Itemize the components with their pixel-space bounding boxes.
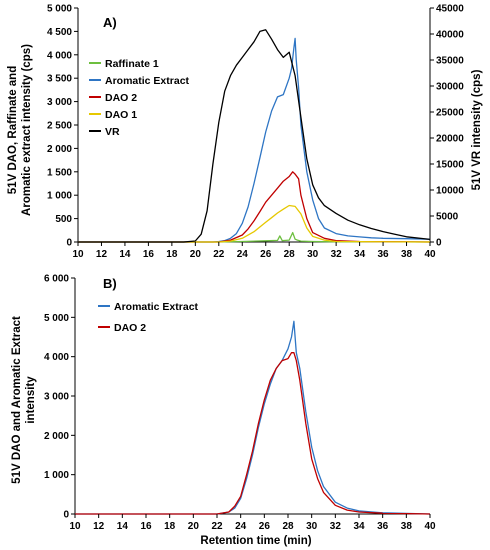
legend-label-vr: VR (105, 126, 120, 138)
series-raffinate-1-line (78, 231, 431, 243)
panel-a-series (78, 29, 431, 243)
x-tick-label: 10 (69, 521, 81, 532)
y-tick-label: 3 000 (44, 392, 69, 403)
x-tick-label: 22 (213, 249, 225, 260)
y2-tick-label: 15000 (436, 160, 464, 171)
x-tick-label: 38 (401, 249, 413, 260)
panel-b-series (75, 320, 431, 515)
x-tick-label: 30 (306, 521, 318, 532)
x-tick-label: 26 (259, 521, 271, 532)
x-tick-label: 40 (424, 249, 436, 260)
x-tick-label: 38 (401, 521, 413, 532)
panel-a-ylabel-line2: Aromatic extract intensity (cps) (21, 44, 33, 216)
y-tick-label: 3 000 (47, 97, 72, 108)
x-tick-label: 14 (119, 249, 131, 260)
x-tick-label: 36 (377, 521, 389, 532)
x-tick-label: 26 (260, 249, 272, 260)
y-tick-label: 4 500 (47, 27, 72, 38)
y2-tick-label: 5000 (436, 212, 459, 223)
x-tick-label: 16 (143, 249, 155, 260)
y2-tick-label: 0 (436, 238, 442, 249)
panel-b-y-ticks: 0 1 000 2 000 3 000 4 000 5 000 6 000 (44, 274, 75, 521)
panel-b-ylabel-line2: intensity (25, 376, 37, 424)
y2-tick-label: 10000 (436, 186, 464, 197)
y-tick-label: 2 500 (47, 121, 72, 132)
y2-tick-label: 45000 (436, 4, 464, 15)
series-dao-1-line (78, 204, 431, 243)
y-tick-label: 2 000 (44, 431, 69, 442)
x-tick-label: 16 (140, 521, 152, 532)
y-tick-label: 5 000 (47, 4, 72, 15)
x-tick-label: 36 (378, 249, 390, 260)
panel-b-label: B) (103, 276, 117, 291)
x-tick-label: 18 (164, 521, 176, 532)
x-tick-label: 20 (188, 521, 200, 532)
y-tick-label: 500 (55, 214, 72, 225)
x-tick-label: 12 (96, 249, 108, 260)
x-tick-label: 32 (330, 521, 342, 532)
panel-b-ylabel-line1: 51V DAO and Aromatic Extract (11, 316, 23, 484)
y-tick-label: 0 (63, 510, 69, 521)
x-tick-label: 18 (166, 249, 178, 260)
y-tick-label: 4 000 (47, 50, 72, 61)
x-tick-label: 22 (211, 521, 223, 532)
legend-label-dao-1: DAO 1 (105, 109, 137, 121)
legend-label-raffinate-1: Raffinate 1 (105, 58, 159, 70)
series-dao-2-line (78, 171, 431, 243)
y-tick-label: 5 000 (44, 313, 69, 324)
y2-tick-label: 25000 (436, 108, 464, 119)
x-tick-label: 34 (354, 249, 366, 260)
panel-b-xlabel: Retention time (min) (200, 535, 311, 547)
panel-b-legend: Aromatic Extract DAO 2 (98, 301, 199, 334)
series-aromatic-extract-line (75, 320, 431, 515)
legend-label-aromatic-extract: Aromatic Extract (114, 301, 199, 313)
x-tick-label: 34 (353, 521, 365, 532)
series-vr-line (78, 29, 431, 243)
y-tick-label: 1 500 (47, 167, 72, 178)
y-tick-label: 3 500 (47, 74, 72, 85)
y-tick-label: 0 (66, 238, 72, 249)
x-tick-label: 40 (424, 521, 436, 532)
panel-b: 10 12 14 16 18 20 22 24 26 28 30 32 34 36 38 40 0 1 000 2… (11, 274, 436, 548)
y-tick-label: 4 000 (44, 352, 69, 363)
y2-tick-label: 35000 (436, 56, 464, 67)
x-tick-label: 10 (72, 249, 84, 260)
y-tick-label: 2 000 (47, 144, 72, 155)
x-tick-label: 20 (190, 249, 202, 260)
legend-label-aromatic-extract: Aromatic Extract (105, 75, 190, 87)
x-tick-label: 30 (307, 249, 319, 260)
y2-tick-label: 20000 (436, 134, 464, 145)
x-tick-label: 24 (237, 249, 249, 260)
panel-a-y2label: 51V VR intensity (cps) (471, 69, 483, 190)
series-dao-2-line (75, 352, 431, 515)
y2-tick-label: 30000 (436, 82, 464, 93)
x-tick-label: 28 (282, 521, 294, 532)
legend-label-dao-2: DAO 2 (105, 92, 137, 104)
series-aromatic-extract-line (78, 37, 431, 243)
x-tick-label: 28 (284, 249, 296, 260)
y-tick-label: 6 000 (44, 274, 69, 285)
x-tick-label: 14 (117, 521, 129, 532)
panel-a-y2-ticks: 0 5000 10000 15000 20000 25000 30000 35000 40000… (430, 4, 464, 249)
x-tick-label: 32 (331, 249, 343, 260)
panel-a-ylabel-line1: 51V DAO, Raffinate and (7, 66, 19, 194)
panel-b-x-ticks: 10 12 14 16 18 20 22 24 26 28 30 32 34 36 38 40 (69, 514, 436, 532)
panel-a-y-ticks: 0 500 1 000 1 500 2 000 2 500 3 000 3 500 4 000 4… (47, 4, 78, 249)
panel-a-plot-area (77, 8, 431, 243)
panel-a-label: A) (103, 15, 117, 30)
y-tick-label: 1 000 (44, 470, 69, 481)
x-tick-label: 12 (93, 521, 105, 532)
panel-b-plot-area (74, 278, 430, 515)
y2-tick-label: 40000 (436, 30, 464, 41)
panel-a-x-ticks: 10 12 14 16 18 20 22 24 26 28 30 32 34 36 38 40 (72, 242, 436, 260)
panel-a: 10 12 14 16 18 20 22 24 26 28 30 32 34 36 38 40 0 500 1 0… (7, 4, 483, 261)
x-tick-label: 24 (235, 521, 247, 532)
panel-a-legend: Raffinate 1 Aromatic Extract DAO 2 DAO 1 VR (89, 58, 190, 138)
legend-label-dao-2: DAO 2 (114, 322, 146, 334)
y-tick-label: 1 000 (47, 191, 72, 202)
